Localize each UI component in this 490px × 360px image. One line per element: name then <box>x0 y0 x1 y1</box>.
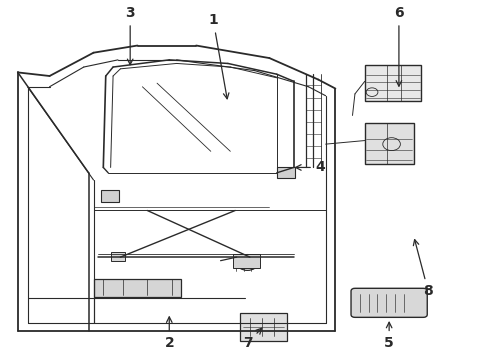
Text: 7: 7 <box>243 328 262 350</box>
Bar <box>94 279 181 297</box>
Bar <box>365 65 421 101</box>
Text: 8: 8 <box>414 240 433 298</box>
Text: 3: 3 <box>125 6 135 65</box>
Bar <box>101 190 120 202</box>
Bar <box>365 123 414 164</box>
Text: 1: 1 <box>208 13 229 99</box>
FancyBboxPatch shape <box>240 313 287 341</box>
Text: 2: 2 <box>164 317 174 350</box>
Bar <box>111 252 125 261</box>
Text: 6: 6 <box>394 6 404 86</box>
Bar <box>233 253 260 268</box>
Text: 4: 4 <box>295 161 326 175</box>
Text: 5: 5 <box>384 322 394 350</box>
FancyBboxPatch shape <box>351 288 427 318</box>
Bar <box>277 167 295 178</box>
